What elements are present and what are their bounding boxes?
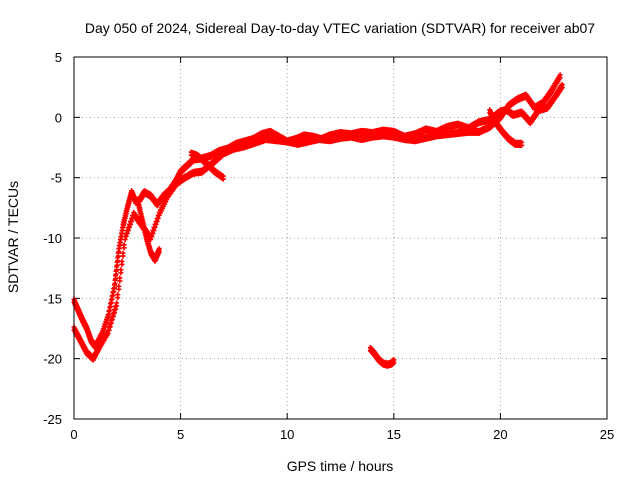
- data-point: [127, 221, 133, 227]
- data-point: [107, 324, 113, 330]
- series-branch-c: [487, 107, 525, 148]
- series-branch-b: [188, 149, 226, 182]
- x-tick-label: 20: [493, 427, 507, 442]
- y-tick-label: -20: [43, 352, 62, 367]
- y-tick-label: -5: [50, 171, 62, 186]
- tick-labels: 0 5 10 15 20 25 5 0 -5 -10 -15 -20 -25: [43, 50, 614, 442]
- y-axis-label: SDTVAR / TECUs: [5, 181, 21, 293]
- x-tick-label: 15: [387, 427, 401, 442]
- data-point: [149, 233, 155, 239]
- y-tick-label: 5: [55, 50, 62, 65]
- data-point: [123, 233, 129, 239]
- data-point: [113, 271, 119, 277]
- y-tick-label: -10: [43, 231, 62, 246]
- data-point: [124, 230, 130, 236]
- data-point: [110, 313, 116, 319]
- data-point: [156, 249, 162, 255]
- x-axis-label: GPS time / hours: [287, 458, 394, 474]
- series-isolated: [367, 345, 397, 369]
- data-point: [108, 320, 114, 326]
- data-point: [115, 258, 121, 264]
- data-point: [129, 218, 135, 224]
- data-point: [121, 245, 127, 251]
- data-point: [559, 84, 565, 90]
- data-point: [152, 224, 158, 230]
- data-point: [114, 267, 120, 273]
- data-point: [155, 215, 161, 221]
- chart-title: Day 050 of 2024, Sidereal Day-to-day VTE…: [85, 20, 595, 36]
- data-point: [153, 221, 159, 227]
- data-point: [120, 253, 126, 259]
- data-point: [115, 295, 121, 301]
- data-point: [113, 276, 119, 282]
- data-point: [112, 285, 118, 291]
- data-point: [151, 227, 157, 233]
- data-point: [109, 317, 115, 323]
- data-point: [119, 261, 125, 267]
- x-tick-label: 5: [177, 427, 184, 442]
- data-point: [391, 360, 397, 366]
- data-marks: [71, 72, 565, 369]
- data-point: [105, 331, 111, 337]
- data-point: [118, 270, 124, 276]
- x-tick-label: 0: [70, 427, 77, 442]
- data-point: [114, 262, 120, 268]
- data-point: [116, 286, 122, 292]
- x-tick-label: 25: [600, 427, 614, 442]
- data-point: [112, 310, 118, 316]
- data-point: [117, 278, 123, 284]
- data-point: [106, 327, 112, 333]
- data-point: [125, 227, 131, 233]
- series-main-b: [71, 72, 563, 363]
- y-tick-label: -25: [43, 412, 62, 427]
- x-tick-label: 10: [280, 427, 294, 442]
- y-tick-label: -15: [43, 291, 62, 306]
- data-point: [220, 176, 226, 182]
- data-point: [519, 142, 525, 148]
- data-point: [154, 218, 160, 224]
- data-point: [126, 224, 132, 230]
- data-point: [557, 75, 563, 81]
- data-point: [115, 253, 121, 259]
- y-tick-label: 0: [55, 110, 62, 125]
- data-point: [150, 230, 156, 236]
- data-point: [113, 306, 119, 312]
- data-point: [114, 303, 120, 309]
- plot-frame: [73, 56, 608, 420]
- data-point: [122, 237, 128, 242]
- series-branch-a: [135, 197, 162, 264]
- data-point: [112, 280, 118, 286]
